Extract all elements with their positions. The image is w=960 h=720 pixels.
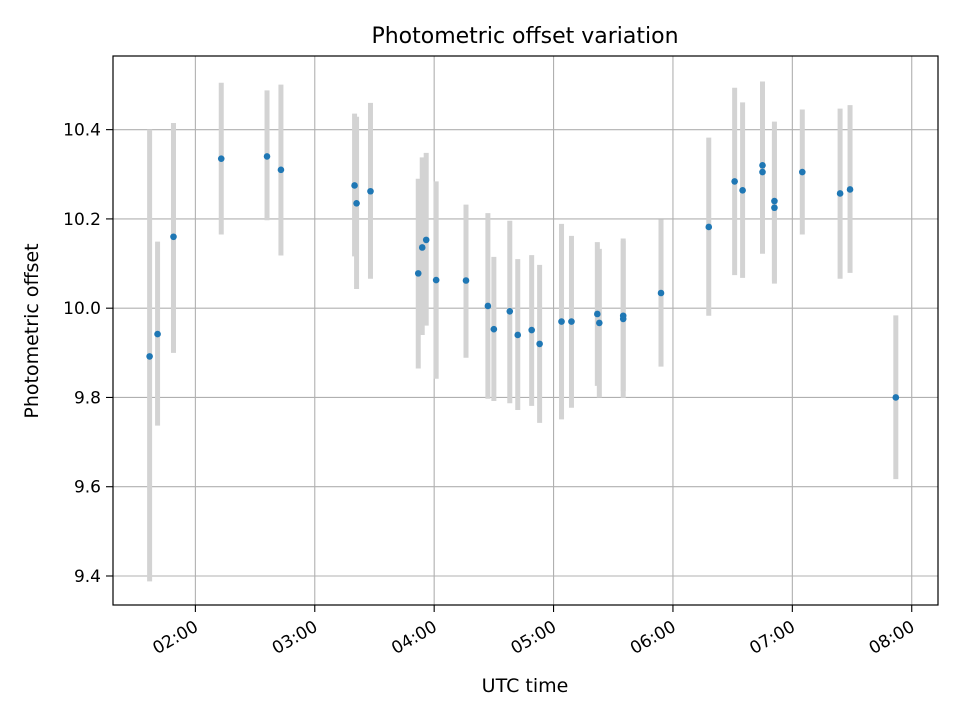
data-point (432, 276, 440, 284)
y-tick-label: 10.0 (63, 299, 101, 319)
data-point (836, 190, 844, 197)
data-point (277, 166, 285, 174)
data-point (353, 199, 360, 207)
data-point (731, 178, 738, 185)
data-point (422, 236, 430, 244)
data-point (759, 162, 766, 169)
data-point (514, 331, 522, 339)
y-tick-label: 9.4 (74, 567, 101, 587)
data-point (759, 168, 766, 176)
data-point (771, 197, 778, 205)
plot-frame (112, 55, 939, 606)
data-point (484, 302, 492, 310)
data-point (154, 330, 161, 338)
data-point (418, 244, 426, 251)
data-point (892, 394, 900, 401)
y-axis-ticks: 9.4 9.6 9.8 10.0 10.2 10.4 (63, 121, 113, 587)
data-point (462, 277, 470, 284)
data-point (351, 182, 358, 189)
y-tick-label: 10.2 (63, 210, 101, 230)
data-point (846, 186, 854, 193)
data-point (705, 223, 713, 231)
data-point (367, 187, 374, 195)
data-point (170, 233, 177, 241)
data-point (798, 168, 806, 176)
data-point (739, 187, 746, 194)
data-point (619, 315, 627, 323)
data-point (771, 204, 778, 212)
data-point (568, 318, 575, 325)
data-point (263, 153, 271, 160)
chart-title: Photometric offset variation (371, 24, 678, 49)
data-point (506, 308, 514, 315)
data-point (536, 340, 543, 348)
data-point (596, 319, 603, 327)
data-point (414, 270, 422, 277)
y-tick-label: 9.8 (74, 388, 101, 408)
data-points (146, 153, 900, 401)
data-point (146, 353, 153, 360)
data-point (528, 326, 535, 334)
data-point (657, 289, 665, 297)
data-point (558, 318, 565, 325)
y-axis-label: Photometric offset (21, 243, 43, 418)
y-tick-label: 9.6 (74, 478, 101, 498)
x-axis-label: UTC time (482, 675, 569, 697)
data-point (594, 310, 601, 318)
data-point (490, 325, 498, 333)
data-point (217, 155, 225, 162)
y-tick-label: 10.4 (63, 121, 101, 141)
